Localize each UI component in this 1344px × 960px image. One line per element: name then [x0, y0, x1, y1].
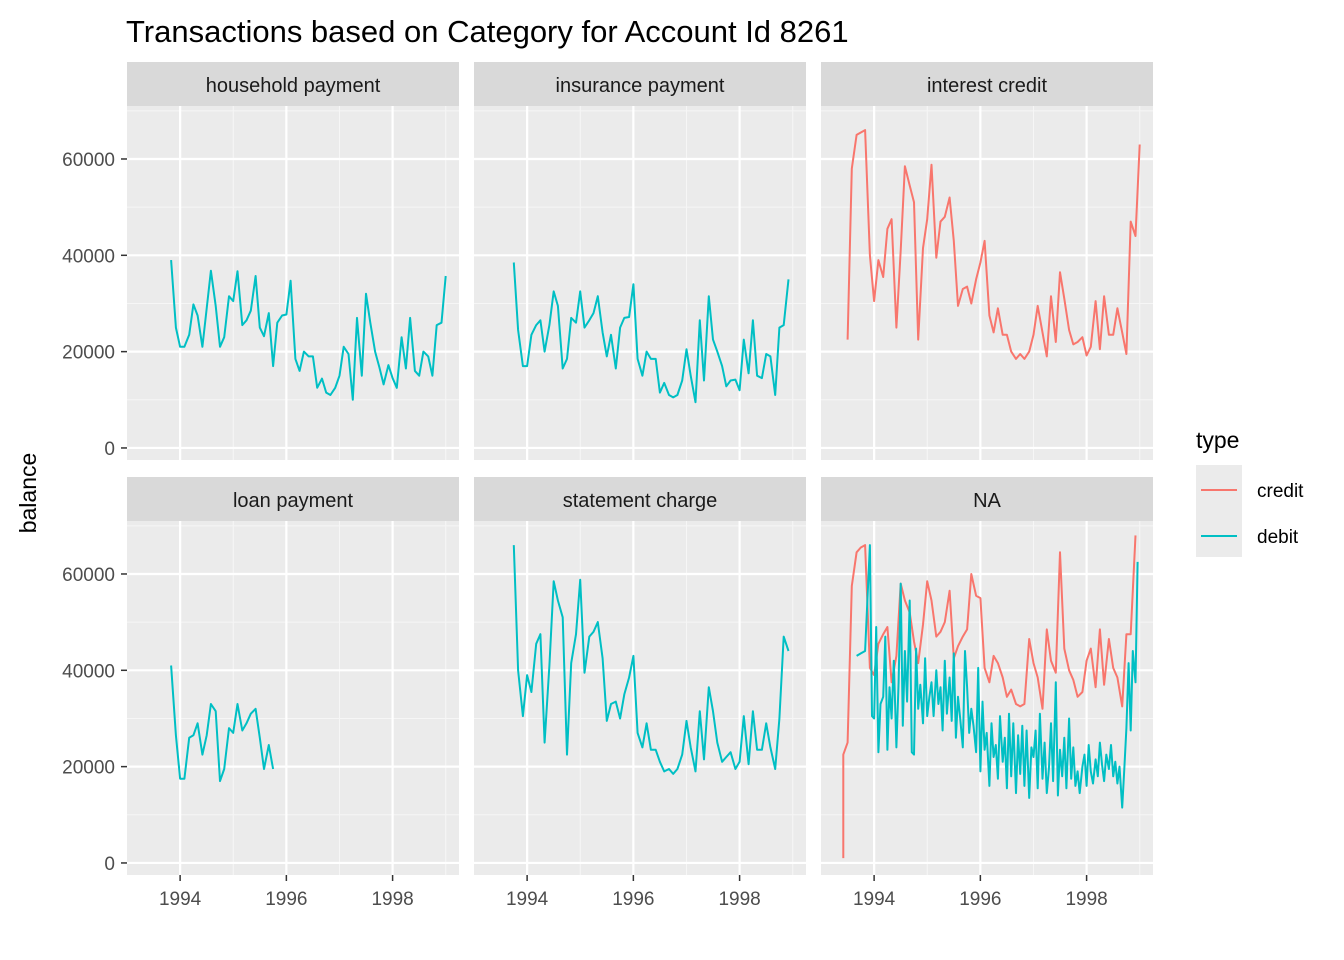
x-tick-label: 1998 [371, 889, 413, 910]
facet-strip-label: statement charge [563, 490, 718, 512]
x-tick-label: 1996 [265, 889, 307, 910]
facet-strip-label: NA [973, 490, 1001, 512]
x-tick-label: 1994 [853, 889, 896, 910]
series-line-credit [842, 535, 1137, 859]
facet-panel: NA 1994 1996 1998 [821, 477, 1153, 910]
y-tick-label: 40000 [62, 661, 115, 682]
panel-background [474, 521, 806, 875]
panels-layer: household payment 0 20000 40000 60000 insuran… [62, 62, 1153, 910]
facet-panel: household payment 0 20000 40000 60000 [62, 62, 459, 460]
series-line-debit [856, 544, 1139, 809]
x-tick-label: 1994 [159, 889, 202, 910]
panel-background [127, 106, 459, 460]
x-tick-label: 1996 [612, 889, 654, 910]
facet-strip [474, 477, 806, 521]
series-line-debit [170, 260, 447, 401]
facet-strip [127, 62, 459, 106]
chart-title: Transactions based on Category for Accou… [126, 14, 849, 49]
facet-strip [127, 477, 459, 521]
facet-strip [821, 62, 1153, 106]
legend-label-credit: credit [1257, 481, 1304, 502]
panel-background [474, 106, 806, 460]
legend-key-background [1196, 465, 1242, 557]
series-line-debit [170, 665, 275, 783]
facet-strip-label: loan payment [233, 490, 354, 512]
facet-panel: loan payment 0 20000 40000 60000 1994 1996 1998 [62, 477, 459, 910]
series-line-debit [512, 262, 790, 404]
facet-panel: interest credit [821, 62, 1153, 460]
facet-strip [474, 62, 806, 106]
x-tick-label: 1994 [506, 889, 549, 910]
x-tick-label: 1998 [1065, 889, 1107, 910]
facet-strip-label: insurance payment [556, 75, 725, 97]
legend-label-debit: debit [1257, 527, 1299, 548]
y-axis-title: balance [15, 453, 41, 534]
y-tick-label: 60000 [62, 565, 115, 586]
panel-background [127, 521, 459, 875]
series-line-debit [512, 545, 790, 775]
legend-entries: credit debit [1201, 481, 1304, 548]
facet-strip-label: interest credit [927, 75, 1047, 97]
y-tick-label: 20000 [62, 758, 115, 779]
y-tick-label: 40000 [62, 246, 115, 267]
legend: type credit debit [1196, 427, 1304, 557]
y-tick-label: 0 [104, 854, 115, 875]
x-tick-label: 1998 [718, 889, 760, 910]
y-tick-label: 60000 [62, 150, 115, 171]
legend-title: type [1196, 427, 1239, 453]
facet-strip [821, 477, 1153, 521]
series-line-credit [846, 129, 1141, 360]
facet-panel: statement charge 1994 1996 1998 [474, 477, 806, 910]
y-tick-label: 0 [104, 439, 115, 460]
panel-background [821, 521, 1153, 875]
x-tick-label: 1996 [959, 889, 1001, 910]
y-tick-label: 20000 [62, 343, 115, 364]
facet-strip-label: household payment [206, 75, 381, 97]
facet-panel: insurance payment [474, 62, 806, 460]
